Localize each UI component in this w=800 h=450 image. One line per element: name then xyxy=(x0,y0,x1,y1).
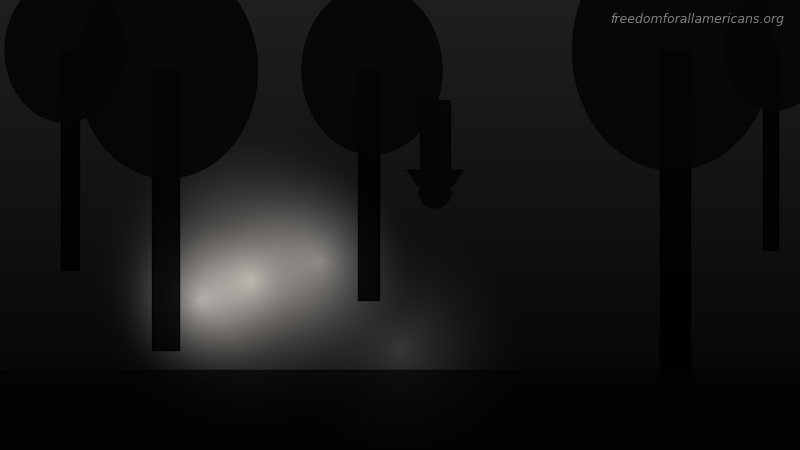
Bar xyxy=(660,50,690,400)
Bar xyxy=(666,287,711,405)
Bar xyxy=(310,381,355,405)
Ellipse shape xyxy=(302,0,442,154)
Text: 23: 23 xyxy=(324,387,342,399)
Text: 286: 286 xyxy=(498,248,524,261)
Text: freedomforallamericans.org: freedomforallamericans.org xyxy=(610,14,784,27)
Bar xyxy=(151,70,178,350)
Ellipse shape xyxy=(725,0,800,110)
Bar xyxy=(370,369,414,405)
Bar xyxy=(61,50,79,270)
Text: 93: 93 xyxy=(443,350,460,362)
Ellipse shape xyxy=(5,0,125,122)
Bar xyxy=(192,380,237,405)
Bar xyxy=(251,375,296,405)
Text: 112: 112 xyxy=(676,339,702,352)
Text: 31: 31 xyxy=(146,382,164,395)
Bar xyxy=(607,196,652,405)
Text: 27: 27 xyxy=(87,384,104,397)
Text: 42: 42 xyxy=(740,376,757,389)
Bar xyxy=(0,370,800,450)
Bar xyxy=(420,100,450,180)
Circle shape xyxy=(419,176,451,208)
Bar xyxy=(358,70,378,300)
Text: 24: 24 xyxy=(206,386,223,399)
Legend: Serial Killers by Decade of First Killing: Serial Killers by Decade of First Killin… xyxy=(254,15,590,37)
Text: 28: 28 xyxy=(265,384,282,397)
Bar xyxy=(762,50,778,250)
Polygon shape xyxy=(407,170,463,185)
Ellipse shape xyxy=(573,0,773,170)
Bar xyxy=(430,307,474,405)
Bar xyxy=(489,104,534,405)
Text: 259: 259 xyxy=(558,262,583,275)
Ellipse shape xyxy=(78,0,258,178)
Bar xyxy=(548,132,593,405)
Bar xyxy=(74,377,118,405)
Bar xyxy=(726,361,770,405)
Text: 34: 34 xyxy=(384,381,401,394)
Bar xyxy=(133,372,178,405)
Text: 198: 198 xyxy=(617,294,642,307)
